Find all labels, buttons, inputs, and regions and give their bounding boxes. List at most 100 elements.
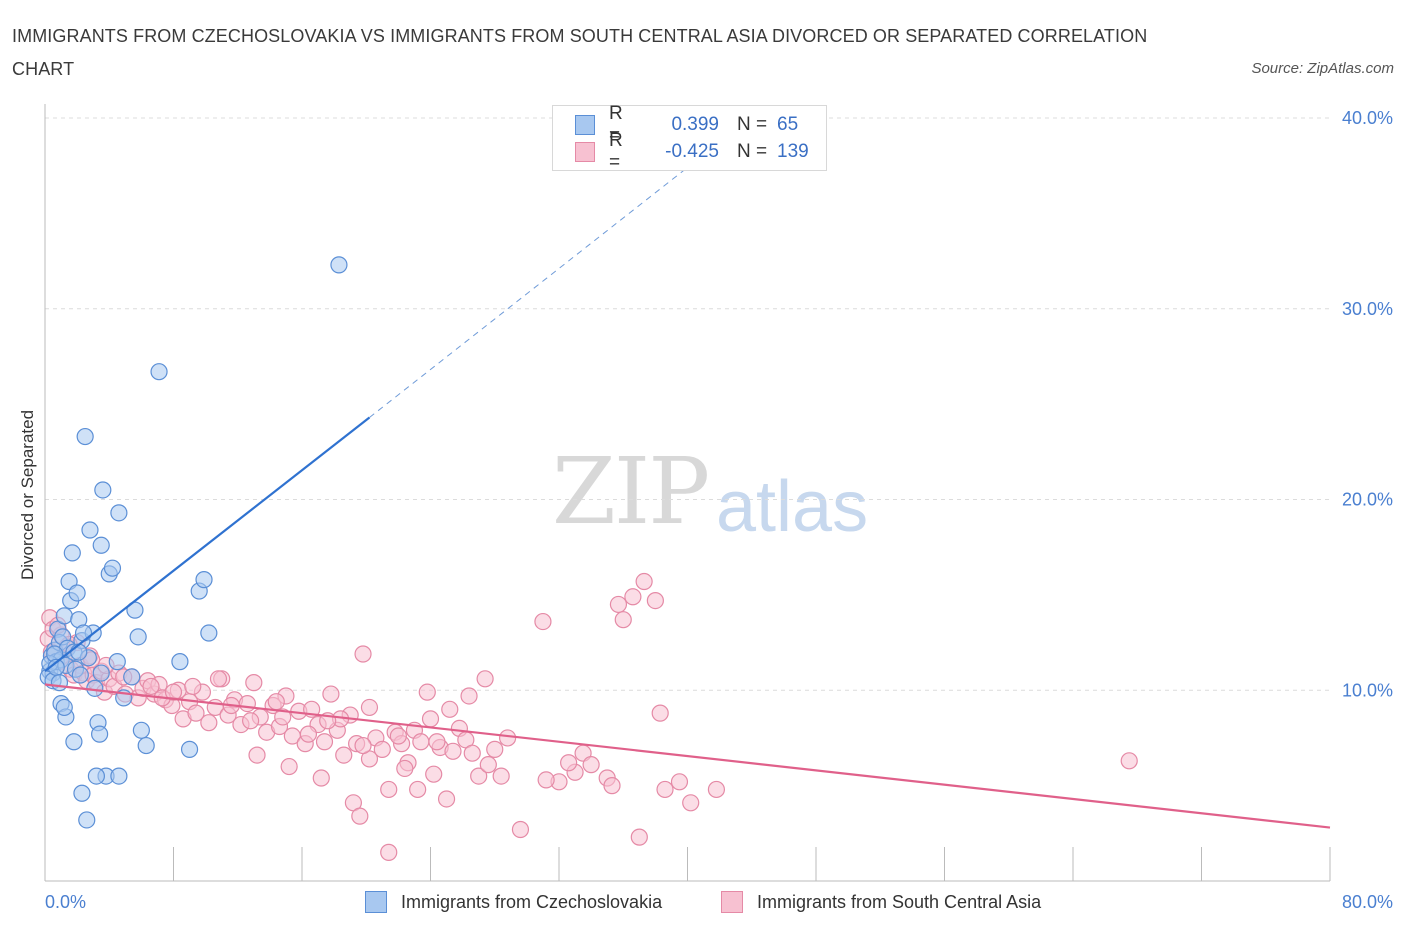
point-south-central-asia: [682, 794, 700, 812]
point-czechoslovakia: [73, 784, 91, 802]
point-south-central-asia: [441, 700, 459, 718]
bottom-legend-south-central-asia: Immigrants from South Central Asia: [721, 889, 1041, 915]
point-south-central-asia: [164, 683, 183, 701]
watermark-zip: ZIP: [552, 438, 710, 545]
point-south-central-asia: [492, 767, 510, 785]
point-czechoslovakia: [171, 653, 189, 671]
point-czechoslovakia: [78, 811, 96, 829]
legend-row-south-central-asia: R = -0.425 N = 139: [575, 130, 809, 173]
point-south-central-asia: [624, 588, 642, 606]
bottom-legend-swatch-pink: [721, 891, 743, 913]
series-czechoslovakia-points: [39, 256, 348, 829]
point-czechoslovakia: [55, 607, 73, 625]
point-czechoslovakia: [68, 584, 86, 602]
point-south-central-asia: [396, 759, 414, 778]
point-south-central-asia: [437, 790, 456, 808]
legend-r-label: R =: [609, 130, 623, 173]
point-south-central-asia: [444, 742, 462, 760]
point-czechoslovakia: [92, 664, 110, 682]
point-south-central-asia: [1120, 752, 1138, 770]
point-south-central-asia: [534, 612, 552, 631]
point-czechoslovakia: [108, 653, 126, 671]
point-czechoslovakia: [76, 427, 94, 446]
point-czechoslovakia: [94, 481, 112, 499]
point-south-central-asia: [335, 746, 353, 764]
bottom-legend-swatch-blue: [365, 891, 387, 913]
point-south-central-asia: [409, 780, 427, 799]
point-south-central-asia: [656, 780, 674, 799]
point-czechoslovakia: [180, 740, 199, 758]
series-south-central-asia-points: [39, 572, 1138, 861]
point-czechoslovakia: [87, 767, 106, 785]
point-south-central-asia: [312, 769, 330, 787]
point-south-central-asia: [209, 670, 228, 688]
trend-line-czechoslovakia-extension: [369, 148, 712, 418]
point-south-central-asia: [412, 733, 430, 751]
legend-swatch-blue: [575, 115, 595, 135]
axes: [44, 104, 1331, 882]
x-tick-label: 0.0%: [45, 892, 86, 912]
point-czechoslovakia: [110, 504, 128, 522]
point-south-central-asia: [373, 740, 391, 758]
point-south-central-asia: [614, 611, 632, 629]
point-czechoslovakia: [92, 536, 110, 554]
point-czechoslovakia: [110, 767, 128, 785]
point-south-central-asia: [486, 740, 504, 758]
point-south-central-asia: [200, 714, 218, 732]
point-south-central-asia: [635, 572, 653, 591]
legend-r-label: R =: [609, 103, 623, 146]
y-tick-label: 10.0%: [1342, 680, 1393, 700]
x-tick-label: 80.0%: [1342, 892, 1393, 912]
y-tick-label: 20.0%: [1342, 490, 1393, 510]
point-south-central-asia: [238, 695, 256, 713]
legend-n-value: 65: [777, 114, 799, 135]
legend-swatch-pink: [575, 142, 595, 162]
point-south-central-asia: [142, 677, 160, 696]
point-south-central-asia: [707, 780, 726, 799]
point-south-central-asia: [380, 780, 398, 799]
point-south-central-asia: [476, 670, 494, 688]
point-south-central-asia: [184, 677, 202, 696]
legend-n-label: N =: [737, 114, 768, 135]
point-south-central-asia: [630, 828, 648, 846]
bottom-legend-czechoslovakia: Immigrants from Czechoslovakia: [365, 889, 662, 915]
point-czechoslovakia: [74, 624, 93, 642]
point-south-central-asia: [511, 820, 530, 839]
point-south-central-asia: [354, 736, 372, 755]
bottom-legend-label: Immigrants from Czechoslovakia: [401, 891, 663, 912]
point-south-central-asia: [299, 725, 318, 743]
point-south-central-asia: [248, 746, 266, 764]
point-south-central-asia: [499, 729, 517, 747]
point-south-central-asia: [537, 771, 555, 789]
stats-legend: R = 0.399 N = 65 R = -0.425 N = 139: [552, 103, 827, 173]
point-south-central-asia: [470, 767, 488, 785]
point-south-central-asia: [280, 757, 298, 776]
point-south-central-asia: [560, 754, 578, 772]
point-south-central-asia: [421, 710, 440, 728]
point-south-central-asia: [425, 765, 443, 783]
point-south-central-asia: [267, 693, 285, 711]
point-south-central-asia: [187, 704, 205, 722]
point-south-central-asia: [463, 744, 481, 762]
legend-n-value: 139: [777, 141, 809, 162]
point-south-central-asia: [609, 595, 628, 614]
point-south-central-asia: [670, 773, 689, 791]
point-czechoslovakia: [137, 736, 155, 755]
point-czechoslovakia: [71, 666, 89, 684]
point-south-central-asia: [351, 807, 369, 825]
point-czechoslovakia: [200, 624, 218, 642]
grid-lines: [45, 117, 1330, 691]
point-south-central-asia: [418, 683, 436, 701]
legend-r-value: 0.399: [671, 114, 719, 135]
chart-title: IMMIGRANTS FROM CZECHOSLOVAKIA VS IMMIGR…: [12, 26, 1148, 79]
point-south-central-asia: [389, 727, 407, 745]
point-czechoslovakia: [50, 674, 69, 692]
y-tick-label: 40.0%: [1342, 108, 1393, 128]
point-south-central-asia: [380, 843, 398, 861]
trend-line-south-central-asia: [44, 683, 1331, 829]
point-south-central-asia: [651, 704, 669, 722]
point-south-central-asia: [354, 645, 372, 663]
point-south-central-asia: [460, 687, 478, 705]
point-south-central-asia: [428, 733, 446, 751]
